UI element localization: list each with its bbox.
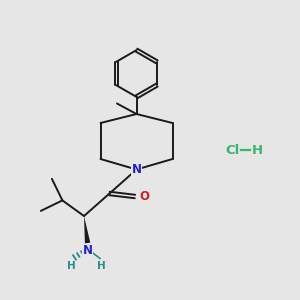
Text: O: O: [139, 190, 149, 203]
Text: H: H: [97, 261, 106, 271]
Text: N: N: [82, 244, 93, 257]
Text: H: H: [67, 261, 76, 271]
Text: H: H: [251, 143, 262, 157]
Text: N: N: [131, 163, 142, 176]
Polygon shape: [84, 216, 90, 243]
Text: Cl: Cl: [225, 143, 239, 157]
